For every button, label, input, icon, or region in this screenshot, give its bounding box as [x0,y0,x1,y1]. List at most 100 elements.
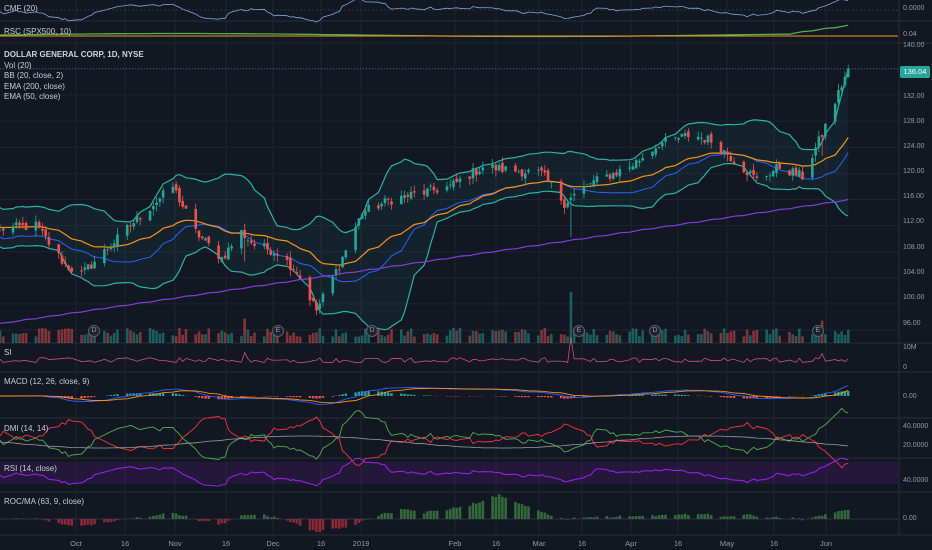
macd-histogram-bar [638,394,641,396]
volume-bar [631,328,635,343]
macd-histogram-bar [126,393,129,396]
candle-body [217,245,220,260]
candle-body [86,264,90,270]
candle-body [517,171,521,173]
roc-bar [135,517,139,519]
candle-body [262,243,266,247]
volume-bar [491,330,494,343]
macd-histogram-bar [413,394,416,396]
macd-histogram-bar [403,393,406,396]
date-label: Jun [819,539,833,548]
roc-bar [70,519,74,526]
price-axis-label: 124.00 [903,143,925,150]
date-label: May [719,539,735,548]
date-label: 2019 [352,539,370,548]
candle-body [595,176,599,183]
roc-bar [605,516,609,519]
dividend-event-icon[interactable]: D [88,325,100,337]
volume-bar [269,331,273,343]
volume-bar [308,334,312,343]
macd-label[interactable]: MACD (12, 26, close, 9) [4,377,90,386]
volume-bar [364,328,367,343]
macd-histogram-bar [155,393,158,396]
roc-bar [478,502,481,519]
candle-body [749,171,752,173]
legend-ema50[interactable]: EMA (50, close) [4,92,61,101]
macd-histogram-bar [292,396,295,398]
earnings-event-icon[interactable]: E [272,325,284,337]
roc-bar [318,519,322,533]
roc-bar [455,507,459,519]
roc-bar [171,512,175,519]
macd-histogram-bar [680,394,684,396]
macd-histogram-bar [289,396,292,397]
candle-body [536,169,540,171]
volume-bar [200,334,204,343]
roc-bar [523,505,527,519]
volume-bar [132,332,136,343]
rsc-label[interactable]: RSC (SPX500, 10) [4,27,72,36]
candle-body [501,162,504,172]
date-label: Mar [532,539,546,548]
candle-body [833,103,837,122]
candle-body [426,188,429,197]
roc-bar [161,513,165,519]
candle-body [612,172,615,179]
legend-ema200[interactable]: EMA (200, close) [4,81,65,91]
macd-histogram-bar [276,396,279,397]
earnings-event-icon[interactable]: E [573,325,585,337]
candle-body [106,248,109,250]
volume-bar [605,334,609,343]
rsi-label[interactable]: RSI (14, close) [4,464,57,473]
roc-bar [132,518,136,519]
roc-bar [67,519,70,526]
candle-body [243,229,246,238]
volume-bar [497,330,501,343]
roc-bar [582,517,586,519]
dividend-event-icon[interactable]: D [649,325,661,337]
volume-bar [116,329,119,343]
legend-volume[interactable]: Vol (20) [4,60,32,70]
volume-bar [700,334,703,343]
volume-bar [435,334,439,343]
roc-bar [112,519,116,522]
volume-bar [413,336,416,343]
volume-bar [475,330,478,343]
roc-bar [729,516,733,519]
roc-bar [696,514,700,519]
macd-histogram-bar [148,393,152,396]
macd-axis-label: 0.00 [903,393,917,400]
volume-bar [517,331,521,343]
cmf-label[interactable]: CMF (20) [4,4,38,13]
volume-bar [331,336,335,343]
volume-bar [37,328,41,343]
candle-body [380,203,383,207]
macd-histogram-bar [357,391,361,396]
dividend-event-icon[interactable]: D [366,325,378,337]
volume-bar [80,334,83,343]
roc-bar [820,515,824,519]
main-legend: DOLLAR GENERAL CORP, 1D, NYSE Vol (20) B… [4,50,144,103]
macd-histogram-bar [840,391,843,396]
volume-bar [455,330,459,343]
volume-bar [722,328,726,343]
roc-label[interactable]: ROC/MA (63, 9, close) [4,497,85,506]
dmi-label[interactable]: DMI (14, 14) [4,424,49,433]
volume-bar [321,335,325,343]
volume-bar [651,331,654,343]
volume-bar [703,328,706,343]
macd-histogram-bar [109,395,113,396]
candle-body [383,198,387,203]
volume-bar [536,335,540,343]
candle-body [455,178,459,182]
symbol-title[interactable]: DOLLAR GENERAL CORP, 1D, NYSE [4,50,144,59]
candle-body [308,277,312,301]
si-label[interactable]: SI [4,348,12,357]
candle-body [178,188,181,203]
legend-bollinger[interactable]: BB (20, close, 2) [4,71,64,80]
earnings-event-icon[interactable]: E [812,325,824,337]
volume-bar [112,332,116,343]
candle-body [194,209,198,229]
roc-bar [660,514,664,519]
